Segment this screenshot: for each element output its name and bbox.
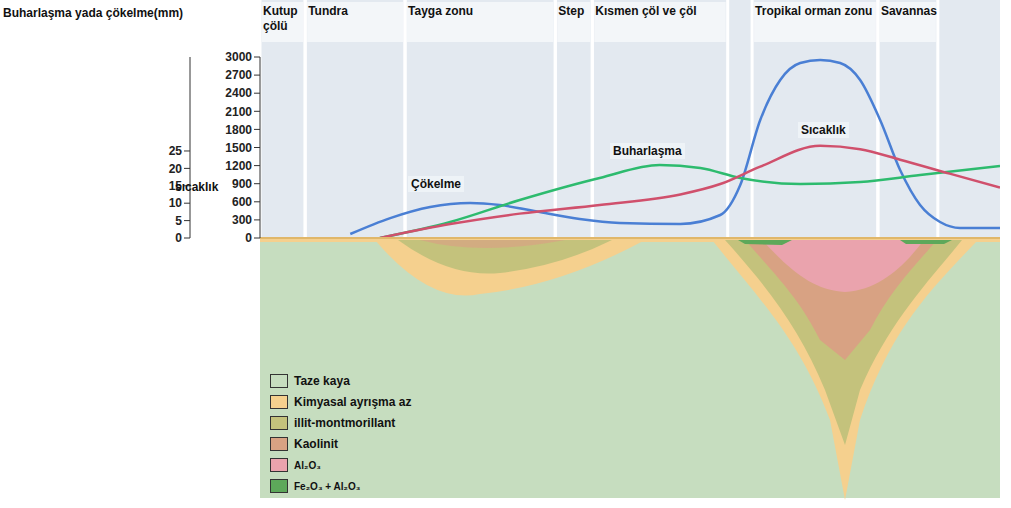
html-text:Fe₂O₃ + Al₂O₃: Fe₂O₃ + Al₂O₃ — [294, 480, 361, 492]
svg-text:300: 300 — [232, 213, 252, 227]
html-text:Buharlaşma yada çökelme(mm): Buharlaşma yada çökelme(mm) — [3, 6, 184, 20]
svg-text:2700: 2700 — [225, 68, 252, 82]
svg-text:900: 900 — [232, 177, 252, 191]
html-text:Step: Step — [558, 4, 585, 18]
html-text:Tundra: Tundra — [308, 4, 348, 18]
html-text:Kısmen çöl ve çöl: Kısmen çöl ve çöl — [595, 4, 697, 18]
svg-text:2100: 2100 — [225, 105, 252, 119]
svg-text:10: 10 — [169, 196, 183, 210]
svg-text:2400: 2400 — [225, 86, 252, 100]
html-text:illit-montmorillant: illit-montmorillant — [294, 416, 396, 430]
html-text:Sıcaklık: Sıcaklık — [801, 123, 846, 137]
svg-text:20: 20 — [169, 162, 183, 176]
html-text:Buharlaşma: Buharlaşma — [613, 144, 682, 158]
html-text:Savannas: Savannas — [880, 4, 937, 18]
html-text:Çökelme: Çökelme — [411, 177, 461, 191]
svg-text:5: 5 — [175, 214, 182, 228]
html-text:sıcaklık: sıcaklık — [175, 180, 219, 194]
html-text:Kimyasal ayrışma az: Kimyasal ayrışma az — [294, 395, 412, 409]
svg-text:1200: 1200 — [225, 159, 252, 173]
html-text:Kaolinit: Kaolinit — [294, 437, 338, 451]
svg-text:3000: 3000 — [225, 50, 252, 64]
svg-text:0: 0 — [245, 231, 252, 245]
svg-text:1500: 1500 — [225, 141, 252, 155]
html-text:Tropikal orman zonu: Tropikal orman zonu — [755, 4, 873, 18]
html-text:Al₂O₃: Al₂O₃ — [294, 459, 321, 471]
svg-text:25: 25 — [169, 144, 183, 158]
html-text:Kutup çölü: Kutup çölü — [263, 4, 298, 33]
svg-text:600: 600 — [232, 195, 252, 209]
html-text:Tayga zonu: Tayga zonu — [408, 4, 474, 18]
svg-text:1800: 1800 — [225, 123, 252, 137]
html-text:Taze kaya: Taze kaya — [294, 374, 350, 388]
svg-text:0: 0 — [175, 231, 182, 245]
